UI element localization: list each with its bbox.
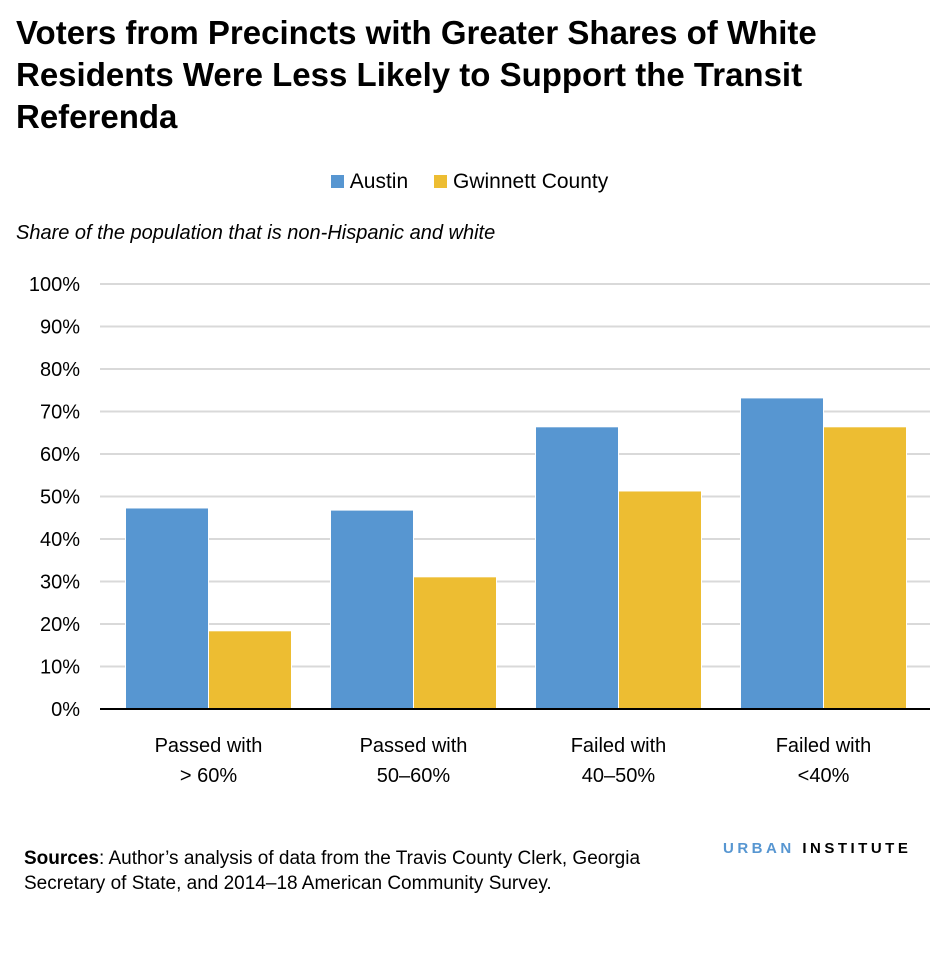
legend-item-gwinnett: Gwinnett County <box>433 170 609 193</box>
bar-gwinnett-county <box>618 490 702 710</box>
legend-label-austin: Austin <box>349 170 409 193</box>
sources-text: : Author’s analysis of data from the Tra… <box>24 848 641 894</box>
x-tick-label: Failed with <box>571 735 667 757</box>
legend-item-austin: Austin <box>330 170 409 193</box>
sources-label: Sources <box>24 848 99 869</box>
y-axis-label: Share of the population that is non-Hisp… <box>16 222 496 244</box>
bar-austin <box>125 507 209 710</box>
y-tick-label: 100% <box>29 274 80 296</box>
bar-gwinnett-county <box>413 576 497 710</box>
x-tick-label: <40% <box>798 765 850 787</box>
y-tick-label: 30% <box>40 572 80 594</box>
x-tick-label: > 60% <box>180 765 237 787</box>
x-tick-label: 40–50% <box>582 765 656 787</box>
bar-gwinnett-county <box>208 630 292 710</box>
y-tick-label: 40% <box>40 529 80 551</box>
legend-swatch-gwinnett <box>433 175 447 188</box>
x-tick-label: Failed with <box>776 735 872 757</box>
bar-austin <box>740 397 824 710</box>
y-tick-label: 80% <box>40 359 80 381</box>
logo-part-urban: URBAN <box>723 840 795 857</box>
bar-gwinnett-county <box>823 426 907 710</box>
bar-austin <box>330 509 414 710</box>
y-tick-label: 70% <box>40 402 80 424</box>
bar-austin <box>535 426 619 710</box>
chart-title: Voters from Precincts with Greater Share… <box>16 14 817 135</box>
y-tick-label: 60% <box>40 444 80 466</box>
x-tick-label: Passed with <box>155 735 263 757</box>
y-tick-label: 10% <box>40 657 80 679</box>
plot-area: 0% 10% 20% 30% 40% 50% 60% 70% 80% 90% 100% Passed … <box>29 274 930 787</box>
legend-swatch-austin <box>330 175 344 188</box>
logo-part-institute: INSTITUTE <box>802 840 912 857</box>
y-tick-label: 90% <box>40 317 80 339</box>
sources-note: Sources: Author’s analysis of data from … <box>24 846 684 896</box>
y-tick-label: 0% <box>51 699 80 721</box>
y-tick-label: 50% <box>40 487 80 509</box>
legend-label-gwinnett: Gwinnett County <box>452 170 609 193</box>
urban-institute-logo: URBAN INSTITUTE <box>723 840 911 857</box>
x-tick-label: 50–60% <box>377 765 451 787</box>
y-tick-label: 20% <box>40 614 80 636</box>
x-tick-label: Passed with <box>360 735 468 757</box>
legend: Austin Gwinnett County <box>0 170 939 194</box>
